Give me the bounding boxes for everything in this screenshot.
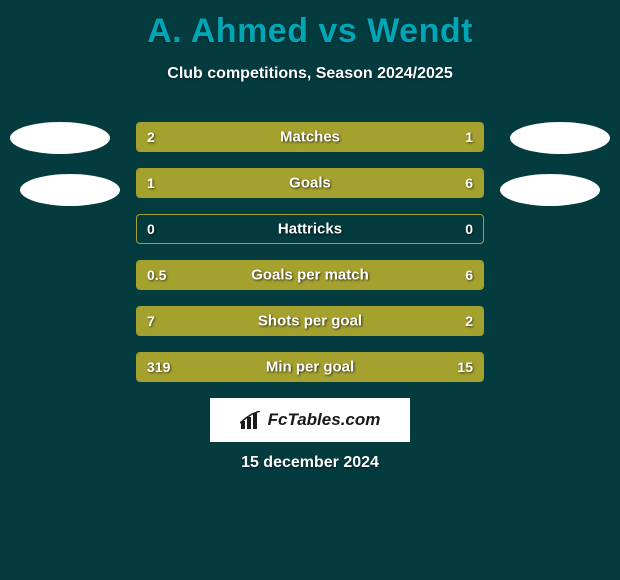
player-left-avatar-1 <box>10 122 110 154</box>
stat-value-left: 0.5 <box>147 267 166 283</box>
stat-label: Hattricks <box>137 221 483 238</box>
player-left-avatar-2 <box>20 174 120 206</box>
stat-value-left: 1 <box>147 175 155 191</box>
stat-value-right: 6 <box>465 267 473 283</box>
stat-value-right: 6 <box>465 175 473 191</box>
bar-fill-left <box>137 123 365 151</box>
bar-fill-right <box>196 169 483 197</box>
stat-value-right: 1 <box>465 129 473 145</box>
stat-row: 0 0Hattricks <box>136 214 484 244</box>
logo-text: FcTables.com <box>268 410 381 430</box>
page-subtitle: Club competitions, Season 2024/2025 <box>0 65 620 83</box>
footer-date: 15 december 2024 <box>0 454 620 472</box>
chart-icon <box>240 411 262 429</box>
page-title: A. Ahmed vs Wendt <box>0 0 620 51</box>
stat-row: 31915Min per goal <box>136 352 484 382</box>
stat-value-right: 0 <box>465 221 473 237</box>
stat-row: 0.56Goals per match <box>136 260 484 290</box>
bar-fill-left <box>137 169 196 197</box>
stat-value-left: 0 <box>147 221 155 237</box>
player-right-avatar-1 <box>510 122 610 154</box>
stat-row: 16Goals <box>136 168 484 198</box>
stat-value-right: 15 <box>457 359 473 375</box>
bar-fill-right <box>168 261 483 289</box>
player-right-avatar-2 <box>500 174 600 206</box>
stat-value-left: 7 <box>147 313 155 329</box>
stat-value-left: 319 <box>147 359 170 375</box>
bar-fill-left <box>137 353 403 381</box>
bar-fill-left <box>137 307 403 335</box>
stat-row: 21Matches <box>136 122 484 152</box>
stats-bar-chart: 21Matches16Goals00Hattricks0.56Goals per… <box>136 122 484 398</box>
fctables-logo[interactable]: FcTables.com <box>210 398 410 442</box>
stat-row: 72Shots per goal <box>136 306 484 336</box>
stat-value-right: 2 <box>465 313 473 329</box>
stat-value-left: 2 <box>147 129 155 145</box>
